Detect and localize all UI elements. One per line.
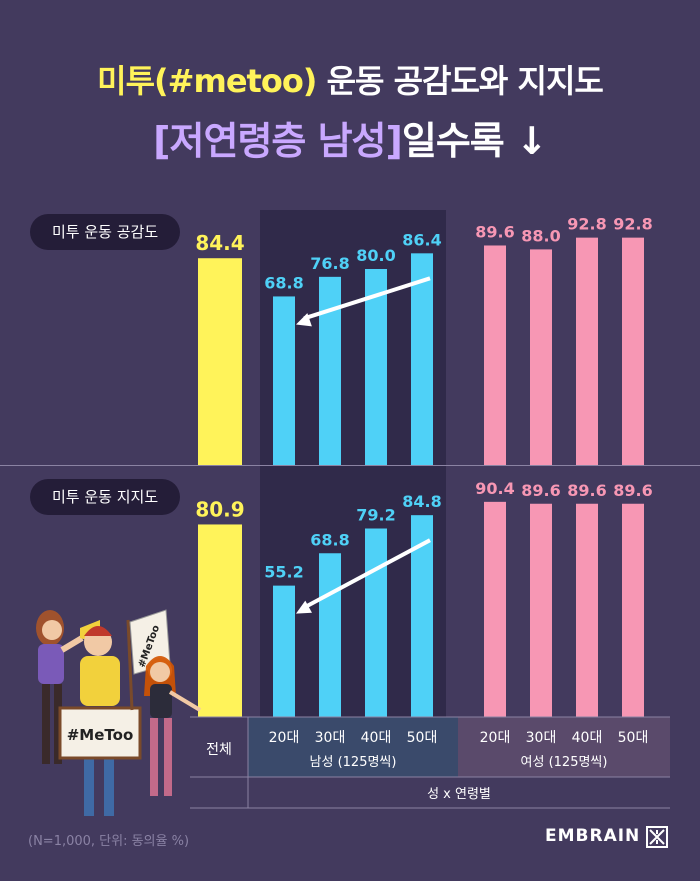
bar-0-1: [273, 296, 295, 465]
bar-0-7: [576, 237, 598, 465]
bar-0-4: [411, 253, 433, 465]
bar-1-7: [576, 503, 598, 717]
bar-0-8: [622, 237, 644, 465]
bar-1-8: [622, 503, 644, 717]
data-label-1-2: 68.8: [310, 530, 349, 549]
data-label-1-8: 89.6: [613, 481, 652, 500]
bar-0-6: [530, 249, 552, 465]
chart-divider: [0, 465, 700, 466]
tick-label-total: 전체: [206, 742, 232, 758]
bar-1-2: [319, 553, 341, 717]
tick-label-3: 40대: [361, 730, 392, 746]
brand-logo-text: EMBRAIN: [545, 826, 641, 846]
protesters-illustration: #MeToo #MeToo: [36, 609, 202, 816]
data-label-0-6: 88.0: [521, 226, 560, 245]
title-highlight-1: 미투(#metoo): [97, 62, 317, 100]
data-label-1-7: 89.6: [567, 481, 606, 500]
trend-arrow-1: [303, 538, 431, 610]
sign-text: #MeToo: [67, 726, 134, 744]
bar-1-1: [273, 585, 295, 717]
trend-arrowhead-0: [296, 313, 312, 327]
data-label-0-3: 80.0: [356, 246, 395, 265]
bar-1-6: [530, 503, 552, 717]
tick-label-7: 40대: [572, 730, 603, 746]
tick-label-2: 30대: [315, 730, 346, 746]
data-label-1-4: 84.8: [402, 492, 441, 511]
data-label-1-5: 90.4: [475, 479, 514, 498]
bar-1-4: [411, 515, 433, 717]
tick-label-6: 30대: [526, 730, 557, 746]
footnote: (N=1,000, 단위: 동의율 %): [28, 834, 190, 849]
title-rest-2: 일수록 ↓: [401, 119, 548, 163]
tick-label-5: 20대: [480, 730, 511, 746]
bar-1-5: [484, 501, 506, 717]
trend-arrow-0: [303, 276, 431, 321]
male-group-label: 남성 (125명씩): [310, 755, 397, 770]
page-title-line1: 미투(#metoo) 운동 공감도와 지지도: [0, 56, 700, 102]
data-label-1-3: 79.2: [356, 506, 395, 525]
bar-1-0: [198, 524, 242, 717]
bar-0-3: [365, 269, 387, 465]
tick-label-4: 50대: [407, 730, 438, 746]
page-title-line2: [저연령층 남성]일수록 ↓: [0, 110, 700, 165]
data-label-0-2: 76.8: [310, 254, 349, 273]
chart-title-support: 미투 운동 지지도: [30, 479, 181, 515]
bar-0-2: [319, 276, 341, 465]
title-rest-1: 운동 공감도와 지지도: [316, 62, 604, 100]
data-label-0-4: 86.4: [402, 230, 441, 249]
data-label-0-7: 92.8: [567, 215, 606, 234]
bar-0-5: [484, 245, 506, 465]
data-label-1-6: 89.6: [521, 481, 560, 500]
embrain-logo-icon: [646, 826, 668, 848]
tick-label-8: 50대: [618, 730, 649, 746]
male-axis-cell: [248, 717, 458, 777]
female-axis-cell: [458, 717, 670, 777]
chart-title-empathy: 미투 운동 공감도: [30, 214, 181, 250]
data-label-1-0: 80.9: [195, 497, 244, 521]
female-group-label: 여성 (125명씩): [521, 755, 608, 770]
data-label-0-5: 89.6: [475, 222, 514, 241]
bar-0-0: [198, 258, 242, 465]
data-label-0-1: 68.8: [264, 273, 303, 292]
data-label-0-8: 92.8: [613, 215, 652, 234]
data-label-1-1: 55.2: [264, 563, 303, 582]
tick-label-1: 20대: [269, 730, 300, 746]
x-axis-title: 성 x 연령별: [427, 787, 491, 802]
data-label-0-0: 84.4: [195, 231, 244, 255]
trend-arrowhead-1: [296, 600, 312, 614]
bar-1-3: [365, 528, 387, 717]
title-highlight-2: [저연령층 남성]: [153, 119, 403, 163]
